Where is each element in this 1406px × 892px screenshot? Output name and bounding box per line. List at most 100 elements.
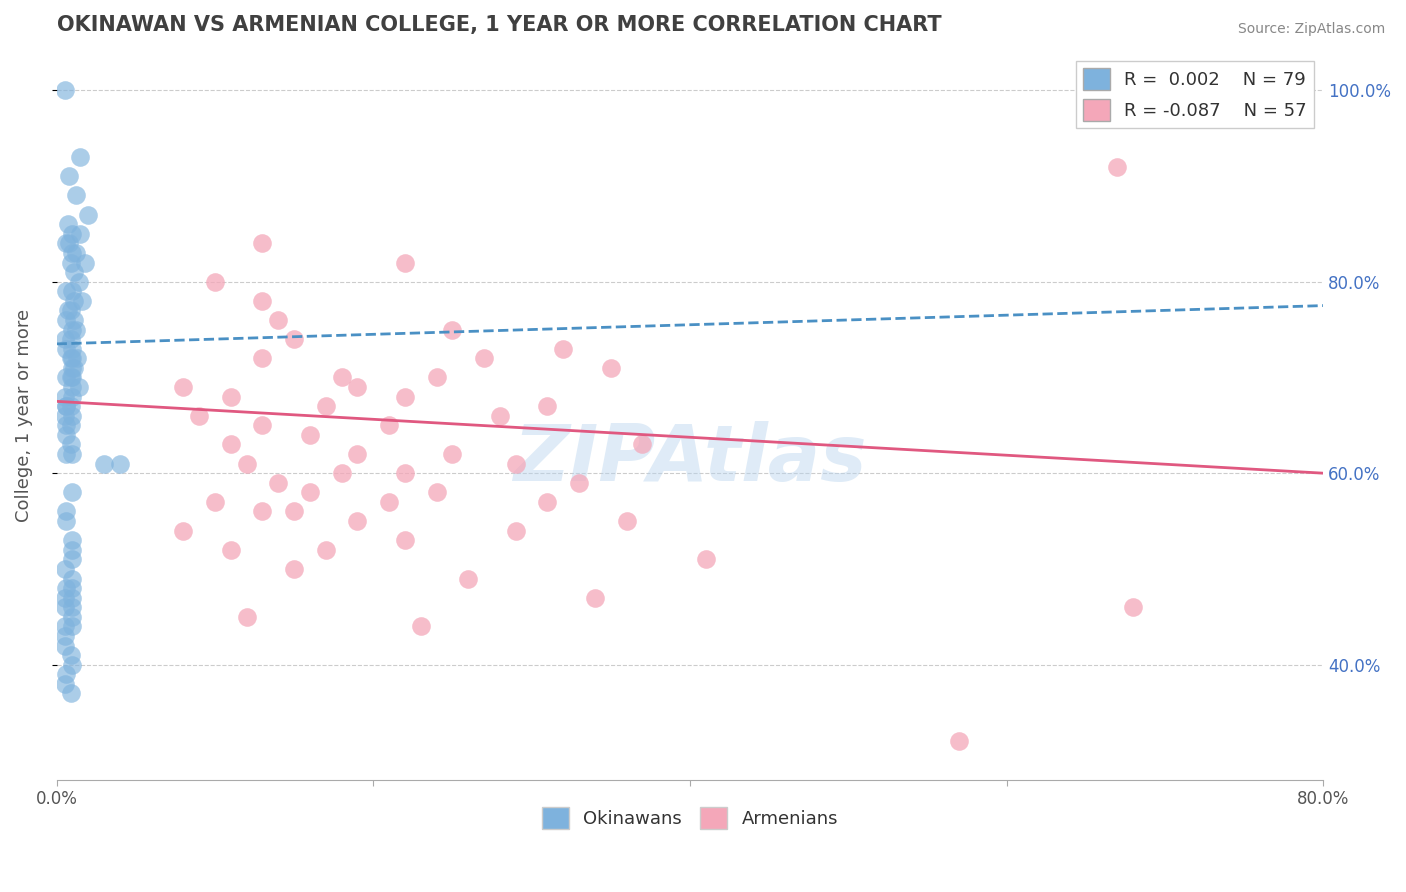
- Point: [315, 542, 337, 557]
- Point: [568, 475, 591, 490]
- Point: [426, 370, 449, 384]
- Point: [55, 370, 77, 384]
- Point: [695, 552, 717, 566]
- Point: [53, 629, 76, 643]
- Point: [53, 639, 76, 653]
- Point: [70, 293, 93, 308]
- Point: [378, 495, 401, 509]
- Point: [298, 428, 321, 442]
- Point: [252, 351, 274, 366]
- Point: [346, 447, 368, 461]
- Point: [55, 284, 77, 298]
- Point: [330, 370, 353, 384]
- Point: [235, 610, 257, 624]
- Point: [63, 293, 86, 308]
- Point: [631, 437, 654, 451]
- Point: [599, 360, 621, 375]
- Point: [53, 600, 76, 615]
- Point: [62, 542, 84, 557]
- Point: [409, 619, 432, 633]
- Point: [59, 370, 82, 384]
- Point: [252, 504, 274, 518]
- Point: [56, 303, 79, 318]
- Point: [298, 485, 321, 500]
- Point: [53, 332, 76, 346]
- Point: [59, 686, 82, 700]
- Point: [252, 418, 274, 433]
- Point: [63, 313, 86, 327]
- Point: [58, 236, 80, 251]
- Point: [394, 255, 416, 269]
- Point: [378, 418, 401, 433]
- Point: [505, 457, 527, 471]
- Point: [62, 380, 84, 394]
- Point: [53, 409, 76, 423]
- Point: [59, 399, 82, 413]
- Point: [457, 572, 479, 586]
- Point: [67, 380, 90, 394]
- Point: [62, 572, 84, 586]
- Point: [252, 293, 274, 308]
- Point: [252, 236, 274, 251]
- Point: [62, 322, 84, 336]
- Point: [219, 542, 242, 557]
- Point: [188, 409, 211, 423]
- Point: [62, 591, 84, 605]
- Point: [53, 390, 76, 404]
- Point: [172, 380, 194, 394]
- Point: [59, 648, 82, 662]
- Point: [441, 322, 464, 336]
- Point: [62, 533, 84, 548]
- Point: [59, 418, 82, 433]
- Y-axis label: College, 1 year or more: College, 1 year or more: [15, 310, 32, 523]
- Point: [69, 150, 91, 164]
- Point: [219, 437, 242, 451]
- Point: [55, 667, 77, 681]
- Point: [62, 246, 84, 260]
- Point: [62, 284, 84, 298]
- Point: [53, 562, 76, 576]
- Point: [58, 169, 80, 184]
- Text: OKINAWAN VS ARMENIAN COLLEGE, 1 YEAR OR MORE CORRELATION CHART: OKINAWAN VS ARMENIAN COLLEGE, 1 YEAR OR …: [56, 15, 941, 35]
- Point: [62, 552, 84, 566]
- Text: ZIPAtlas: ZIPAtlas: [513, 421, 866, 498]
- Point: [426, 485, 449, 500]
- Point: [62, 581, 84, 595]
- Point: [441, 447, 464, 461]
- Point: [394, 466, 416, 480]
- Point: [536, 495, 558, 509]
- Point: [55, 313, 77, 327]
- Point: [77, 208, 100, 222]
- Point: [62, 390, 84, 404]
- Point: [204, 275, 226, 289]
- Point: [394, 533, 416, 548]
- Point: [62, 360, 84, 375]
- Point: [55, 399, 77, 413]
- Point: [616, 514, 638, 528]
- Point: [583, 591, 606, 605]
- Point: [204, 495, 226, 509]
- Point: [1122, 600, 1144, 615]
- Point: [55, 399, 77, 413]
- Point: [172, 524, 194, 538]
- Legend: Okinawans, Armenians: Okinawans, Armenians: [534, 799, 845, 836]
- Point: [55, 342, 77, 356]
- Point: [346, 380, 368, 394]
- Point: [62, 351, 84, 366]
- Point: [505, 524, 527, 538]
- Point: [69, 227, 91, 241]
- Point: [267, 313, 290, 327]
- Point: [65, 246, 87, 260]
- Point: [62, 370, 84, 384]
- Point: [62, 610, 84, 624]
- Point: [62, 447, 84, 461]
- Point: [472, 351, 495, 366]
- Point: [59, 437, 82, 451]
- Point: [55, 514, 77, 528]
- Point: [62, 657, 84, 672]
- Point: [62, 342, 84, 356]
- Point: [55, 581, 77, 595]
- Point: [315, 399, 337, 413]
- Point: [66, 351, 89, 366]
- Point: [53, 83, 76, 97]
